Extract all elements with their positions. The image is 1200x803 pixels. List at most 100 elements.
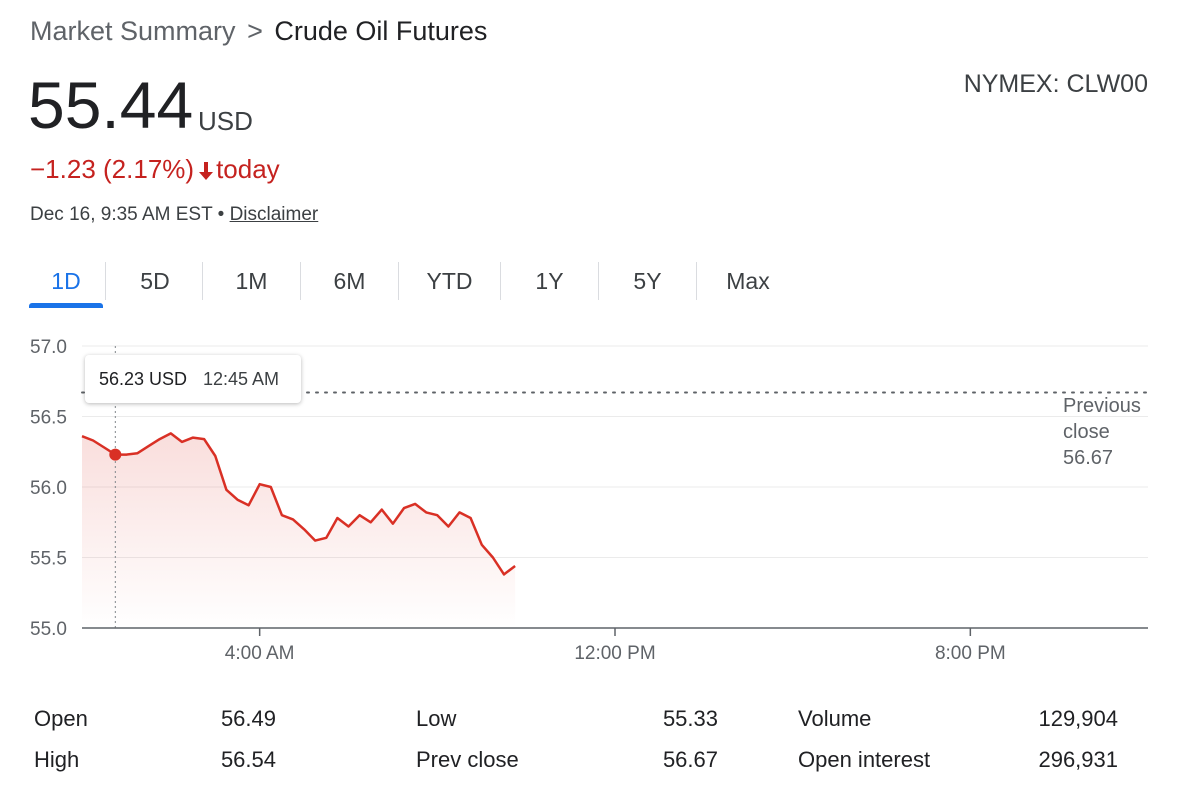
- stat-high-value: 56.54: [220, 747, 276, 772]
- tab-1y[interactable]: 1Y: [535, 268, 564, 294]
- tab-1m[interactable]: 1M: [235, 268, 268, 294]
- data-point[interactable]: [157, 436, 163, 442]
- data-point[interactable]: [101, 445, 107, 451]
- data-point[interactable]: [512, 563, 518, 569]
- change-period: today: [216, 154, 280, 184]
- price-chart[interactable]: 57.0 56.5 56.0 55.5 55.0 4:00 AM 12:00 PM 8:00 …: [0, 320, 1200, 680]
- stat-open-label: Open: [34, 706, 88, 731]
- data-point[interactable]: [401, 505, 407, 511]
- tab-divider: [300, 262, 301, 300]
- tab-max[interactable]: Max: [726, 268, 770, 294]
- tab-5d[interactable]: 5D: [140, 268, 170, 294]
- data-point[interactable]: [135, 450, 141, 456]
- previous-close-line1: Previous: [1063, 395, 1141, 417]
- stat-low-value: 55.33: [662, 706, 718, 731]
- breadcrumb: Market Summary > Crude Oil Futures: [30, 16, 487, 47]
- tab-ytd[interactable]: YTD: [426, 268, 473, 294]
- stat-low-label: Low: [416, 706, 457, 731]
- x-tick-label: 8:00 PM: [935, 643, 1006, 664]
- current-price: 55.44: [28, 68, 194, 142]
- data-point[interactable]: [168, 430, 174, 436]
- tab-divider: [598, 262, 599, 300]
- data-point[interactable]: [412, 501, 418, 507]
- tab-divider: [696, 262, 697, 300]
- price-change: −1.23 (2.17%) today: [30, 154, 280, 187]
- previous-close-value: 56.67: [1063, 447, 1114, 469]
- data-point[interactable]: [79, 433, 85, 439]
- data-point[interactable]: [190, 435, 196, 441]
- breadcrumb-separator: >: [247, 16, 263, 46]
- data-point[interactable]: [334, 515, 340, 521]
- data-point[interactable]: [423, 509, 429, 515]
- tab-1d[interactable]: 1D: [27, 262, 105, 308]
- data-point[interactable]: [201, 436, 207, 442]
- price-line: [81, 432, 516, 576]
- data-point[interactable]: [379, 507, 385, 513]
- data-point[interactable]: [212, 453, 218, 459]
- data-point[interactable]: [257, 481, 263, 487]
- data-point[interactable]: [357, 512, 363, 518]
- data-point[interactable]: [223, 487, 229, 493]
- data-point[interactable]: [390, 521, 396, 527]
- stat-volume-value: 129,904: [1038, 706, 1118, 731]
- data-point[interactable]: [490, 555, 496, 561]
- arrow-down-icon: [198, 156, 214, 187]
- y-tick-label: 55.5: [30, 549, 67, 570]
- disclaimer-link[interactable]: Disclaimer: [229, 204, 319, 225]
- data-point[interactable]: [434, 512, 440, 518]
- stat-open-interest-value: 296,931: [1038, 747, 1118, 772]
- data-point[interactable]: [290, 516, 296, 522]
- chart-tooltip: 56.23 USD 12:45 AM: [85, 355, 301, 403]
- data-point[interactable]: [457, 509, 463, 515]
- data-point[interactable]: [312, 538, 318, 544]
- data-point[interactable]: [146, 443, 152, 449]
- data-point[interactable]: [179, 439, 185, 445]
- data-point[interactable]: [445, 523, 451, 529]
- tooltip-time: 12:45 AM: [203, 369, 280, 389]
- data-point[interactable]: [346, 523, 352, 529]
- data-point[interactable]: [323, 535, 329, 541]
- data-point[interactable]: [90, 437, 96, 443]
- stat-high-label: High: [34, 747, 80, 772]
- data-point[interactable]: [268, 484, 274, 490]
- tab-5y[interactable]: 5Y: [633, 268, 662, 294]
- tab-divider: [105, 262, 106, 300]
- previous-close-line2: close: [1063, 421, 1110, 443]
- ticker-symbol: NYMEX: CLW00: [963, 70, 1148, 98]
- stat-volume-label: Volume: [798, 706, 872, 731]
- data-point[interactable]: [279, 512, 285, 518]
- stats-table: Open 56.49 High 56.54 Low 55.33 Prev clo…: [0, 700, 1200, 790]
- y-tick-label: 57.0: [30, 337, 67, 358]
- data-point[interactable]: [479, 542, 485, 548]
- stat-open-interest-label: Open interest: [798, 747, 931, 772]
- data-point[interactable]: [301, 526, 307, 532]
- tooltip-price: 56.23 USD: [99, 369, 188, 389]
- change-value: −1.23 (2.17%): [30, 154, 195, 184]
- stat-open-value: 56.49: [220, 706, 276, 731]
- data-point[interactable]: [123, 452, 129, 458]
- data-point[interactable]: [234, 497, 240, 503]
- data-point[interactable]: [246, 502, 252, 508]
- y-tick-label: 55.0: [30, 619, 67, 640]
- tab-divider: [398, 262, 399, 300]
- stat-prev-close-label: Prev close: [416, 747, 519, 772]
- breadcrumb-current: Crude Oil Futures: [274, 16, 488, 46]
- data-point[interactable]: [368, 519, 374, 525]
- x-tick-label: 4:00 AM: [225, 643, 295, 664]
- timestamp: Dec 16, 9:35 AM EST • Disclaimer: [30, 204, 318, 226]
- hover-point-marker: [109, 448, 122, 461]
- tab-divider: [202, 262, 203, 300]
- tab-6m[interactable]: 6M: [333, 268, 366, 294]
- stat-prev-close-value: 56.67: [662, 747, 718, 772]
- data-point[interactable]: [468, 515, 474, 521]
- price-area-fill: [82, 433, 516, 628]
- active-tab-indicator: [29, 303, 103, 308]
- x-tick-label: 12:00 PM: [574, 643, 655, 664]
- previous-close-label: Previous close 56.67: [1063, 393, 1141, 471]
- data-point[interactable]: [501, 571, 507, 577]
- tab-divider: [500, 262, 501, 300]
- y-tick-label: 56.5: [30, 408, 67, 429]
- timestamp-text: Dec 16, 9:35 AM EST: [30, 204, 213, 225]
- breadcrumb-parent-link[interactable]: Market Summary: [30, 16, 236, 46]
- price-currency: USD: [198, 106, 253, 136]
